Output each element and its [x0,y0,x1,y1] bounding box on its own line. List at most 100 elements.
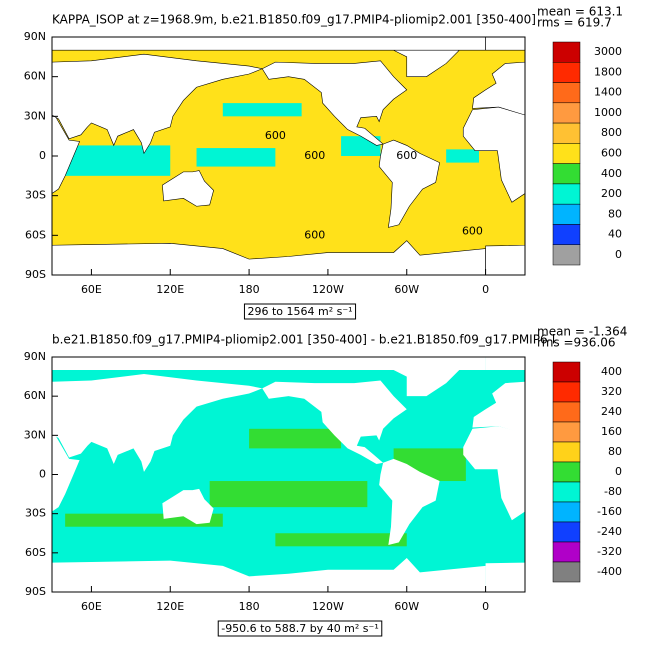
land [485,357,525,371]
lat-label: 30S [25,507,46,520]
colorbar-box [552,401,581,423]
lat-label: 90S [25,585,46,598]
colorbar-label: -240 [597,525,622,538]
colorbar-box [552,381,581,403]
contour-label: 600 [462,224,483,237]
colorbar-box [552,183,581,205]
land [635,489,647,524]
colorbar-box [552,62,581,83]
colorbar-label: 600 [601,147,622,160]
land [379,458,440,545]
colorbar-box [552,203,581,225]
contour-label: 600 [396,149,417,162]
land [162,170,214,207]
contour-label: 600 [304,228,325,241]
land [52,53,264,155]
colorbar-box [552,244,581,266]
field-patch [446,149,480,163]
colorbar-label: 160 [601,425,622,438]
colorbar-label: 0 [615,465,622,478]
colorbar-box [552,481,581,503]
range-label: 296 to 1564 m² s⁻¹ [247,305,352,318]
colorbar-label: -160 [597,505,622,518]
field-patch [275,533,407,547]
lat-label: 30N [24,109,46,122]
stat-label: rms =936.06 [537,336,616,350]
land [52,357,486,371]
land [485,244,525,275]
lon-label: 60W [394,283,419,296]
land [262,380,407,465]
range-box [243,303,357,320]
colorbar-box [552,82,581,104]
field-patch [65,145,171,176]
panel-title: b.e21.B1850.f09_g17.PMIP4-pliomip2.001 [… [52,333,555,347]
colorbar-label: 400 [601,167,622,180]
colorbar-box [552,102,581,124]
land [52,558,486,592]
colorbar-label: 1800 [594,65,622,78]
colorbar-box [552,421,581,443]
colorbar-label: 1000 [594,106,622,119]
lon-label: 60E [81,283,102,296]
land [393,366,460,397]
colorbar-box [552,501,581,523]
colorbar-label: 320 [601,385,622,398]
lon-label: 180 [239,283,260,296]
field-patch [209,481,368,508]
colorbar-label: 200 [601,187,622,200]
land [485,562,525,592]
lat-label: 60N [24,389,46,402]
colorbar-box [552,163,581,185]
lat-label: 60S [25,546,46,559]
lon-label: 60E [81,600,102,613]
lon-label: 120E [156,283,184,296]
land [378,139,440,228]
colorbar-label: 80 [608,445,622,458]
colorbar-label: 800 [601,126,622,139]
range-box [217,620,383,637]
lat-label: 60S [25,228,46,241]
lat-label: 0 [39,149,46,162]
land [52,433,80,512]
colorbar-label: 0 [615,248,622,261]
panel-title: KAPPA_ISOP at z=1968.9m, b.e21.B1850.f09… [52,13,536,27]
lon-label: 120W [312,600,344,613]
stat-label: mean = 613.1 [537,5,623,19]
land [162,488,214,525]
colorbar-box [552,441,581,463]
colorbar-box [552,143,581,164]
field-patch [222,103,302,117]
field-patch [196,148,276,167]
field-patch [65,513,223,527]
land [52,37,486,51]
contour-label: 600 [265,129,286,142]
lat-label: 90N [24,30,46,43]
lat-label: 30S [25,189,46,202]
map [52,37,525,275]
land [52,113,81,194]
colorbar-label: 240 [601,405,622,418]
field-patch [249,428,342,449]
stat-label: rms = 619.7 [537,16,612,30]
contour-label: 600 [304,149,325,162]
lat-label: 30N [24,428,46,441]
colorbar-box [552,461,581,483]
lat-label: 0 [39,468,46,481]
land [52,373,263,472]
colorbar-label: 1400 [594,86,622,99]
colorbar-box [552,361,581,383]
colorbar-box [552,561,581,583]
lon-label: 120W [312,283,344,296]
colorbar-label: -400 [597,565,622,578]
land [472,381,525,435]
colorbar-label: 400 [601,365,622,378]
lon-label: 0 [482,283,489,296]
colorbar-box [552,541,581,563]
land [472,61,525,116]
lat-label: 60N [24,70,46,83]
lon-label: 120E [156,600,184,613]
stat-label: mean = -1.364 [537,325,627,339]
colorbar-label: -320 [597,545,622,558]
